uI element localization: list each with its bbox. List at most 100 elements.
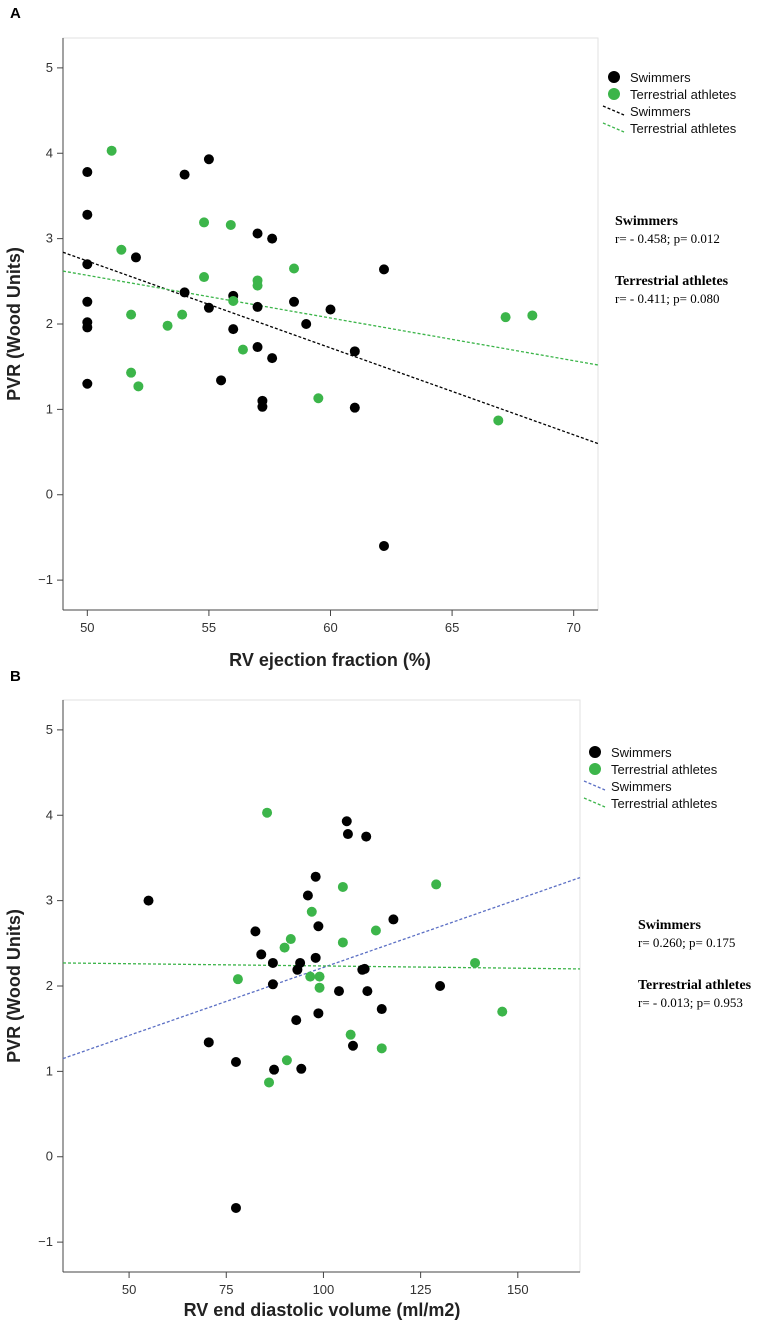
legend-a: Swimmers Terrestrial athletes Swimmers T… (602, 70, 737, 136)
x-axis-title-b: RV end diastolic volume (ml/m2) (184, 1300, 461, 1320)
point-terrestrial (431, 879, 442, 890)
point-terrestrial (232, 974, 243, 985)
point-swimmers (361, 831, 372, 842)
point-terrestrial (500, 312, 511, 323)
point-terrestrial (376, 1043, 387, 1054)
legend-label-terrestrial-fit-b: Terrestrial athletes (611, 796, 718, 811)
fit-lines-b (62, 876, 581, 1060)
point-swimmers (310, 952, 321, 963)
legend-line-terrestrial-b (583, 797, 606, 808)
point-swimmers (379, 264, 389, 275)
point-terrestrial (370, 925, 381, 936)
point-swimmers (291, 1015, 302, 1026)
x-tick-label: 75 (219, 1282, 233, 1297)
point-terrestrial (177, 309, 188, 320)
point-swimmers (347, 1040, 358, 1051)
y-tick-label: −1 (38, 1234, 53, 1249)
point-terrestrial (314, 971, 325, 982)
legend-marker-swimmers-a (608, 71, 620, 83)
legend-label-swimmers-b: Swimmers (611, 745, 672, 760)
x-tick-label: 125 (410, 1282, 432, 1297)
legend-marker-terrestrial-a (608, 88, 620, 100)
x-tick-label: 65 (445, 620, 459, 635)
point-swimmers (435, 981, 446, 991)
y-tick-label: 5 (46, 722, 53, 737)
stat-value-swimmers-b: r= 0.260; p= 0.175 (638, 935, 735, 950)
point-terrestrial (126, 367, 137, 378)
point-terrestrial (313, 393, 324, 404)
legend-line-swimmers-a (602, 105, 625, 116)
legend-label-terrestrial-b: Terrestrial athletes (611, 762, 718, 777)
fit-line-terrestrial-a (62, 270, 599, 366)
point-terrestrial (225, 219, 236, 230)
stat-value-terrestrial-a: r= - 0.411; p= 0.080 (615, 291, 719, 306)
point-swimmers (388, 914, 399, 925)
point-terrestrial (497, 1006, 508, 1017)
y-tick-label: 2 (46, 316, 53, 331)
point-swimmers (295, 957, 306, 968)
legend-label-swimmers-fit-b: Swimmers (611, 779, 672, 794)
point-swimmers (179, 169, 190, 180)
point-terrestrial (337, 937, 348, 948)
y-tick-label: 3 (46, 893, 53, 908)
y-tick-label: 3 (46, 231, 53, 246)
point-swimmers (203, 302, 214, 313)
x-tick-label: 60 (323, 620, 337, 635)
point-swimmers (130, 252, 141, 263)
point-terrestrial (162, 320, 173, 331)
point-swimmers (362, 986, 373, 997)
fit-lines-a (62, 251, 599, 445)
legend-label-swimmers-fit-a: Swimmers (630, 104, 691, 119)
point-terrestrial (493, 415, 504, 426)
x-tick-label: 50 (80, 620, 94, 635)
ticks-b: −1 0 1 2 3 4 5 50 75 100 125 150 (38, 722, 528, 1297)
points-b (143, 807, 508, 1213)
point-terrestrial (279, 942, 290, 953)
plot-area-a (62, 37, 599, 611)
point-swimmers (333, 986, 344, 997)
y-tick-label: 2 (46, 978, 53, 993)
points-a (82, 145, 538, 551)
stat-value-terrestrial-b: r= - 0.013; p= 0.953 (638, 995, 743, 1010)
x-tick-label: 50 (122, 1282, 136, 1297)
legend-label-terrestrial-a: Terrestrial athletes (630, 87, 737, 102)
point-terrestrial (126, 309, 137, 320)
fit-line-swimmers-a (62, 251, 599, 445)
point-swimmers (267, 233, 278, 244)
point-terrestrial (289, 263, 300, 274)
point-swimmers (325, 304, 336, 315)
y-tick-label: 0 (46, 487, 53, 502)
point-terrestrial (470, 957, 481, 968)
point-swimmers (82, 378, 93, 389)
stat-group-swimmers-a: Swimmers (615, 214, 679, 229)
stats-a: Swimmers r= - 0.458; p= 0.012 Terrestria… (615, 214, 729, 306)
y-tick-label: 4 (46, 807, 53, 822)
point-swimmers (313, 1008, 324, 1019)
x-tick-label: 70 (566, 620, 580, 635)
point-swimmers (230, 1202, 241, 1213)
stat-group-terrestrial-a: Terrestrial athletes (615, 274, 729, 289)
legend-marker-terrestrial-b (589, 763, 601, 775)
point-swimmers (269, 1064, 280, 1075)
y-tick-label: 1 (46, 401, 53, 416)
point-swimmers (267, 353, 278, 364)
point-swimmers (267, 957, 278, 968)
point-swimmers (230, 1056, 241, 1067)
point-swimmers (252, 301, 263, 312)
y-tick-label: 4 (46, 145, 53, 160)
stat-group-swimmers-b: Swimmers (638, 918, 702, 933)
y-tick-label: −1 (38, 572, 53, 587)
point-terrestrial (262, 807, 273, 818)
point-swimmers (252, 342, 263, 353)
point-terrestrial (252, 280, 263, 291)
point-swimmers (379, 540, 389, 551)
point-swimmers (359, 963, 370, 974)
point-terrestrial (285, 934, 296, 945)
point-terrestrial (237, 344, 248, 355)
stat-group-terrestrial-b: Terrestrial athletes (638, 978, 752, 993)
point-swimmers (342, 829, 353, 840)
point-terrestrial (264, 1077, 275, 1088)
point-swimmers (349, 402, 360, 413)
